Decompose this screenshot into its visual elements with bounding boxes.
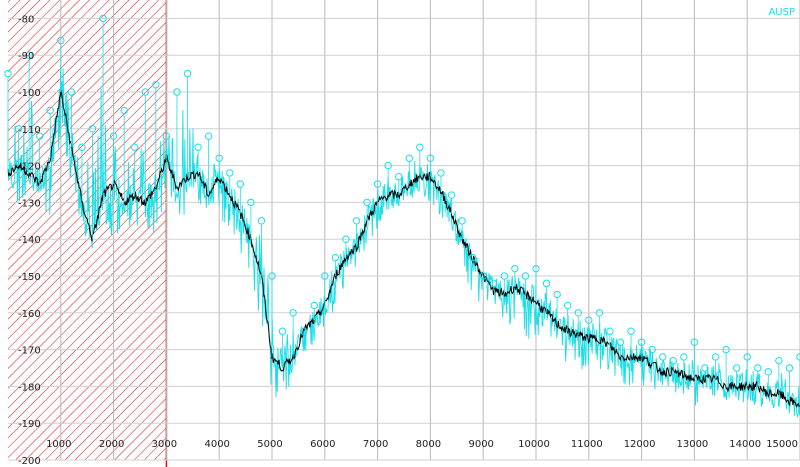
peak-marker bbox=[479, 272, 487, 280]
x-tick-label-13000: 13000 bbox=[676, 439, 708, 450]
y-tick-label-190: -190 bbox=[18, 419, 41, 430]
y-tick-label-80: -80 bbox=[18, 14, 34, 25]
peak-marker bbox=[468, 253, 477, 262]
y-tick-label-120: -120 bbox=[18, 162, 41, 173]
series-ausp-line bbox=[7, 67, 800, 419]
x-tick-label-14000: 14000 bbox=[729, 439, 761, 450]
y-tick-label-140: -140 bbox=[18, 235, 41, 246]
axes: 1000 2000 3000 4000 5000 6000 7000 8000 9000 1000… bbox=[18, 14, 798, 467]
x-tick-label-7000: 7000 bbox=[363, 439, 388, 450]
legend-entry-label: AUSP bbox=[768, 7, 795, 18]
y-tick-label-180: -180 bbox=[18, 382, 41, 393]
y-tick-label-150: -150 bbox=[18, 272, 41, 283]
x-tick-label-5000: 5000 bbox=[257, 439, 282, 450]
shaded-region-fill bbox=[8, 0, 167, 460]
y-tick-label-110: -110 bbox=[18, 125, 41, 136]
y-tick-label-100: -100 bbox=[18, 88, 41, 99]
y-tick-label-200: -200 bbox=[18, 456, 41, 467]
series-layer bbox=[7, 67, 800, 419]
x-tick-label-9000: 9000 bbox=[468, 439, 493, 450]
x-tick-label-3000: 3000 bbox=[152, 439, 177, 450]
y-tick-label-160: -160 bbox=[18, 309, 41, 320]
peak-marker bbox=[299, 327, 308, 335]
x-tick-label-12000: 12000 bbox=[624, 439, 656, 450]
x-tick-label-6000: 6000 bbox=[310, 439, 335, 450]
grid bbox=[8, 0, 800, 461]
y-tick-label-170: -170 bbox=[18, 346, 41, 357]
x-tick-label-10000: 10000 bbox=[518, 439, 550, 450]
x-tick-label-2000: 2000 bbox=[99, 439, 124, 450]
peak-markers bbox=[4, 14, 800, 405]
x-tick-label-4000: 4000 bbox=[204, 439, 229, 450]
y-tick-label-90: -90 bbox=[18, 51, 34, 62]
shaded-region bbox=[8, 0, 168, 467]
x-tick-label-15000: 15000 bbox=[766, 439, 798, 450]
x-tick-label-1000: 1000 bbox=[46, 439, 71, 450]
x-tick-label-8000: 8000 bbox=[416, 439, 441, 450]
y-tick-label-130: -130 bbox=[18, 198, 41, 209]
x-tick-label-11000: 11000 bbox=[571, 439, 603, 450]
series-smoothed-line bbox=[7, 90, 800, 408]
legend: AUSP bbox=[768, 7, 795, 18]
